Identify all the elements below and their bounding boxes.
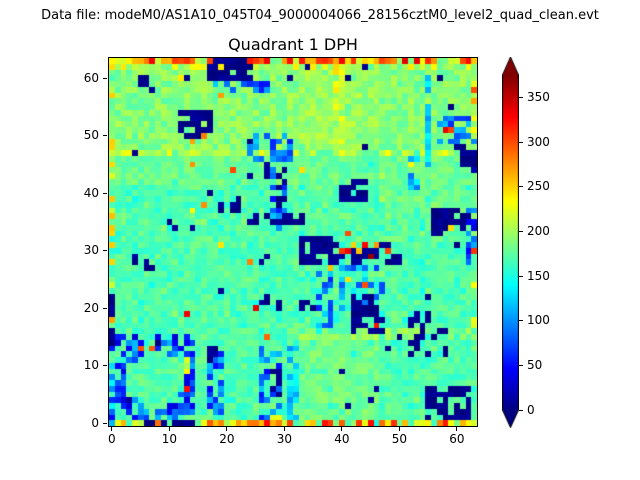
- x-tick-label: 30: [276, 432, 293, 446]
- x-tick-label: 10: [161, 432, 178, 446]
- y-tick-label: 10: [83, 358, 99, 373]
- colorbar-tick-mark: [519, 409, 523, 411]
- x-tick-label: 60: [449, 432, 465, 446]
- colorbar-tick-label: 300: [527, 134, 550, 149]
- y-tick-label: 30: [83, 243, 99, 258]
- colorbar-tick-label: 0: [527, 402, 535, 417]
- x-tick-mark: [226, 427, 228, 431]
- colorbar-tick-mark: [519, 275, 523, 277]
- colorbar-tick-mark: [519, 186, 523, 188]
- y-tick-mark: [103, 77, 107, 79]
- y-tick-label: 40: [83, 185, 99, 200]
- heatmap-canvas: [109, 58, 477, 426]
- colorbar-tick-label: 350: [527, 89, 550, 104]
- x-tick-label: 20: [219, 432, 235, 446]
- x-tick-mark: [168, 427, 170, 431]
- colorbar-tick-mark: [519, 230, 523, 232]
- y-tick-mark: [103, 250, 107, 252]
- x-tick-mark: [283, 427, 285, 431]
- y-tick-mark: [103, 192, 107, 194]
- colorbar-tick-label: 50: [527, 357, 543, 372]
- y-tick-mark: [103, 422, 107, 424]
- x-tick-mark: [456, 427, 458, 431]
- data-file-label: Data file: modeM0/AS1A10_045T04_90000040…: [41, 8, 599, 23]
- colorbar-canvas: [502, 57, 519, 428]
- colorbar-tick-label: 200: [527, 223, 550, 238]
- x-tick-mark: [341, 427, 343, 431]
- y-tick-mark: [103, 135, 107, 137]
- y-tick-label: 20: [83, 300, 99, 315]
- x-tick-label: 40: [334, 432, 350, 446]
- y-tick-label: 60: [83, 70, 99, 85]
- colorbar-tick-mark: [519, 141, 523, 143]
- y-tick-mark: [103, 307, 107, 309]
- chart-title: Quadrant 1 DPH: [228, 35, 358, 54]
- colorbar-tick-label: 250: [527, 179, 550, 194]
- colorbar-tick-mark: [519, 364, 523, 366]
- plot-area: [108, 57, 478, 427]
- colorbar-tick-mark: [519, 96, 523, 98]
- y-tick-mark: [103, 365, 107, 367]
- y-tick-label: 0: [91, 415, 99, 430]
- colorbar: [502, 57, 519, 432]
- x-tick-label: 0: [108, 432, 116, 446]
- colorbar-tick-mark: [519, 320, 523, 322]
- y-tick-label: 50: [83, 128, 99, 143]
- colorbar-tick-label: 100: [527, 313, 550, 328]
- x-tick-mark: [111, 427, 113, 431]
- x-tick-mark: [398, 427, 400, 431]
- x-tick-label: 50: [391, 432, 408, 446]
- colorbar-tick-label: 150: [527, 268, 550, 283]
